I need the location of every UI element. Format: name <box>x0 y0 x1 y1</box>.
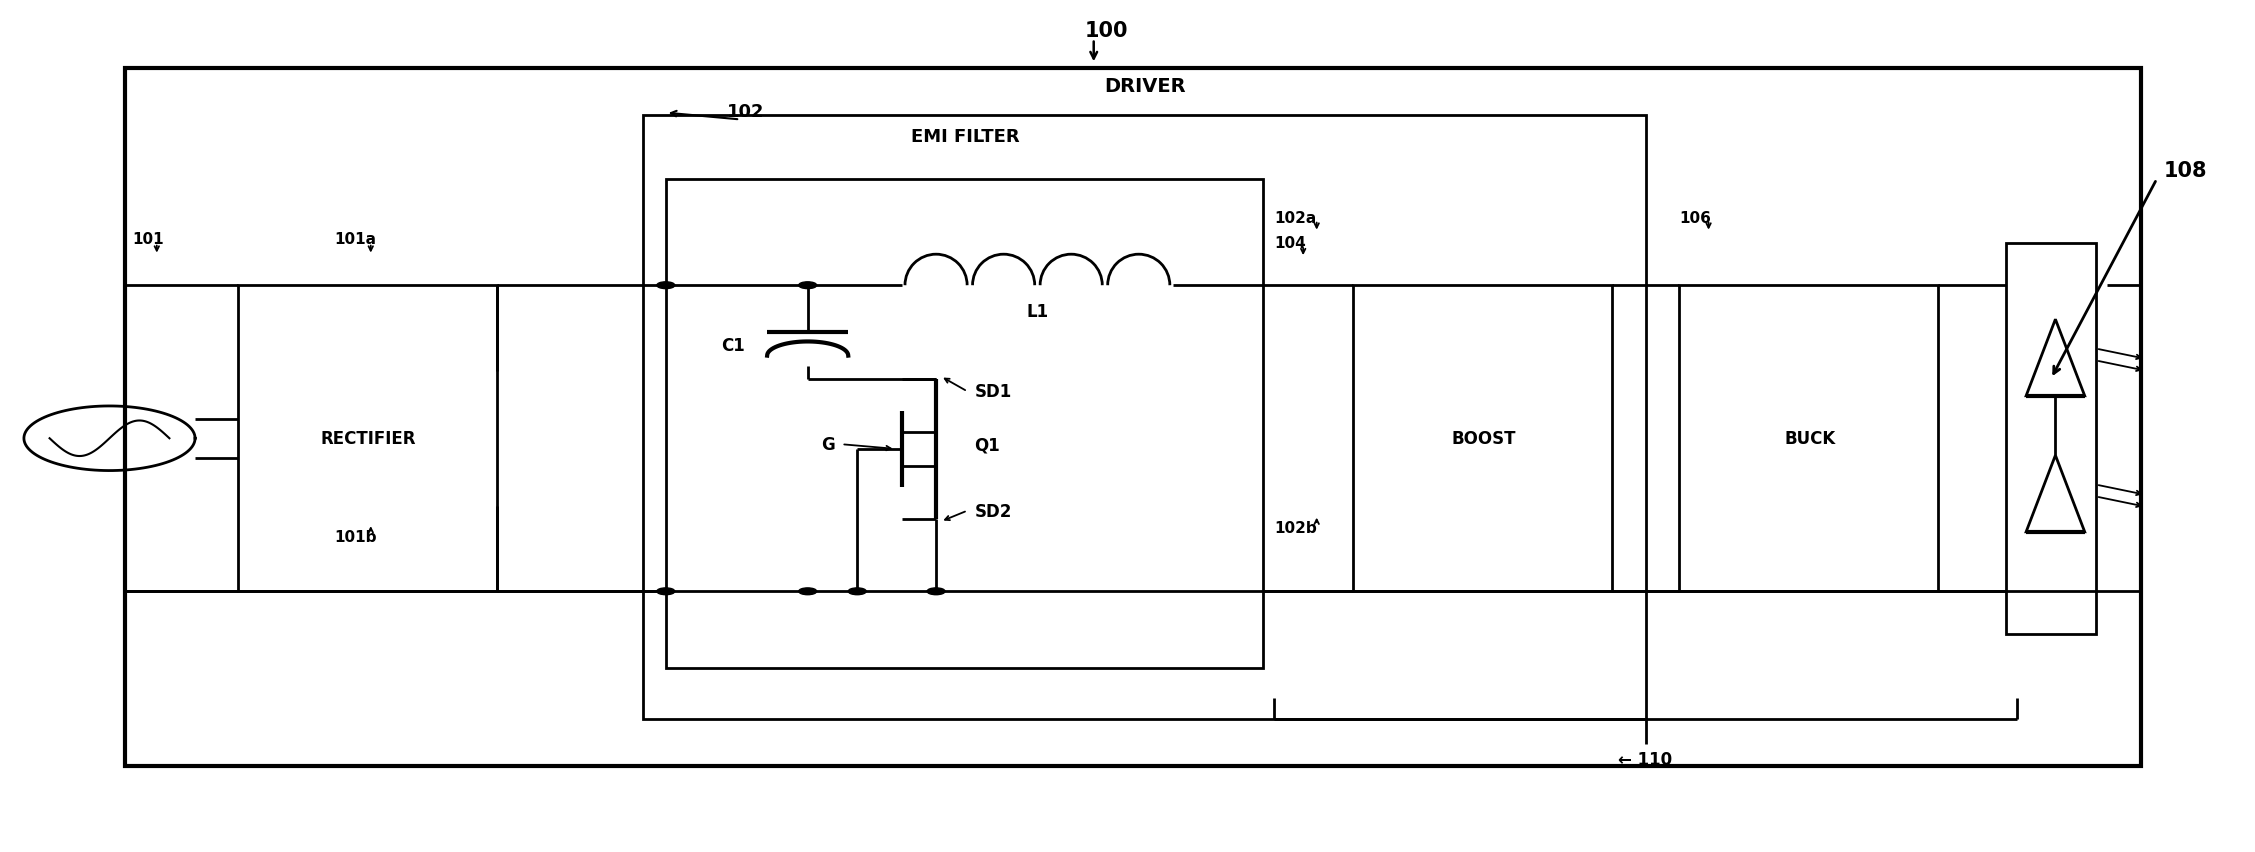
Circle shape <box>656 588 674 595</box>
Text: 108: 108 <box>2163 161 2208 181</box>
Bar <box>1680 286 1939 591</box>
Circle shape <box>656 283 674 290</box>
Text: SD2: SD2 <box>974 502 1012 520</box>
Text: 101a: 101a <box>334 232 377 247</box>
Text: 106: 106 <box>1680 210 1712 226</box>
Circle shape <box>927 588 945 595</box>
Text: C1: C1 <box>722 337 744 354</box>
Circle shape <box>798 283 816 290</box>
Text: 102b: 102b <box>1274 521 1317 535</box>
Text: 101b: 101b <box>334 529 377 544</box>
Text: BUCK: BUCK <box>1784 429 1836 448</box>
Circle shape <box>798 588 816 595</box>
Text: 100: 100 <box>1085 21 1128 41</box>
Text: 102a: 102a <box>1274 210 1317 226</box>
Text: ← 110: ← 110 <box>1619 750 1673 768</box>
Text: SD1: SD1 <box>974 383 1012 401</box>
Text: 104: 104 <box>1274 236 1306 250</box>
Text: G: G <box>821 435 834 453</box>
Text: Q1: Q1 <box>974 435 1001 453</box>
Text: 102: 102 <box>726 103 764 121</box>
Bar <box>643 116 1646 719</box>
Text: DRIVER: DRIVER <box>1105 77 1186 95</box>
Text: L1: L1 <box>1026 302 1049 320</box>
Bar <box>237 286 496 591</box>
Text: BOOST: BOOST <box>1452 429 1515 448</box>
Circle shape <box>848 588 866 595</box>
Text: EMI FILTER: EMI FILTER <box>911 129 1019 147</box>
Bar <box>126 69 2140 766</box>
Text: 101: 101 <box>133 232 165 247</box>
Bar <box>665 180 1263 668</box>
Bar <box>2007 244 2095 634</box>
Text: RECTIFIER: RECTIFIER <box>320 429 417 448</box>
Bar <box>1353 286 1612 591</box>
